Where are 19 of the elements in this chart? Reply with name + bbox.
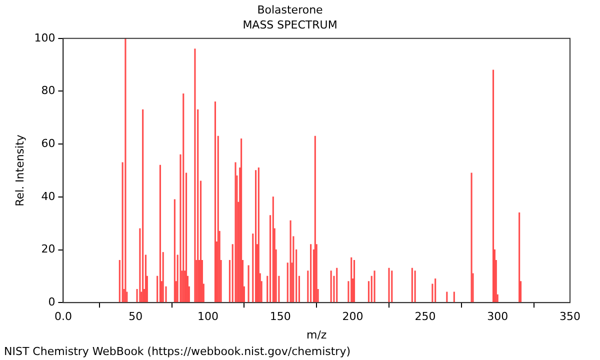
x-tick-label: 50 bbox=[128, 310, 143, 324]
x-tick-label: 350 bbox=[560, 310, 580, 324]
x-tick-label: 150 bbox=[270, 310, 291, 324]
x-tick-label: 250 bbox=[414, 310, 436, 324]
x-tick-label: 200 bbox=[342, 310, 364, 324]
x-tick-label: 0.0 bbox=[54, 310, 72, 324]
x-tick-label: 300 bbox=[487, 310, 508, 324]
chart-subtitle: MASS SPECTRUM bbox=[242, 18, 338, 32]
y-tick-label: 40 bbox=[41, 190, 56, 203]
y-axis-title: Rel. Intensity bbox=[13, 134, 26, 206]
text: NIST Chemistry WebBook (https://webbook.nist.gov/chemistry) bbox=[4, 345, 350, 358]
y-tick-label: 100 bbox=[34, 31, 56, 44]
y-tick-label: 80 bbox=[41, 84, 56, 98]
y-tick-label: 20 bbox=[41, 242, 56, 256]
y-tick-label: 0 bbox=[48, 295, 56, 308]
chart-title: Bolasterone bbox=[257, 3, 324, 16]
x-axis-title: m/z bbox=[306, 328, 327, 342]
x-tick-label: 100 bbox=[197, 310, 218, 324]
y-tick-label: 60 bbox=[41, 136, 56, 150]
